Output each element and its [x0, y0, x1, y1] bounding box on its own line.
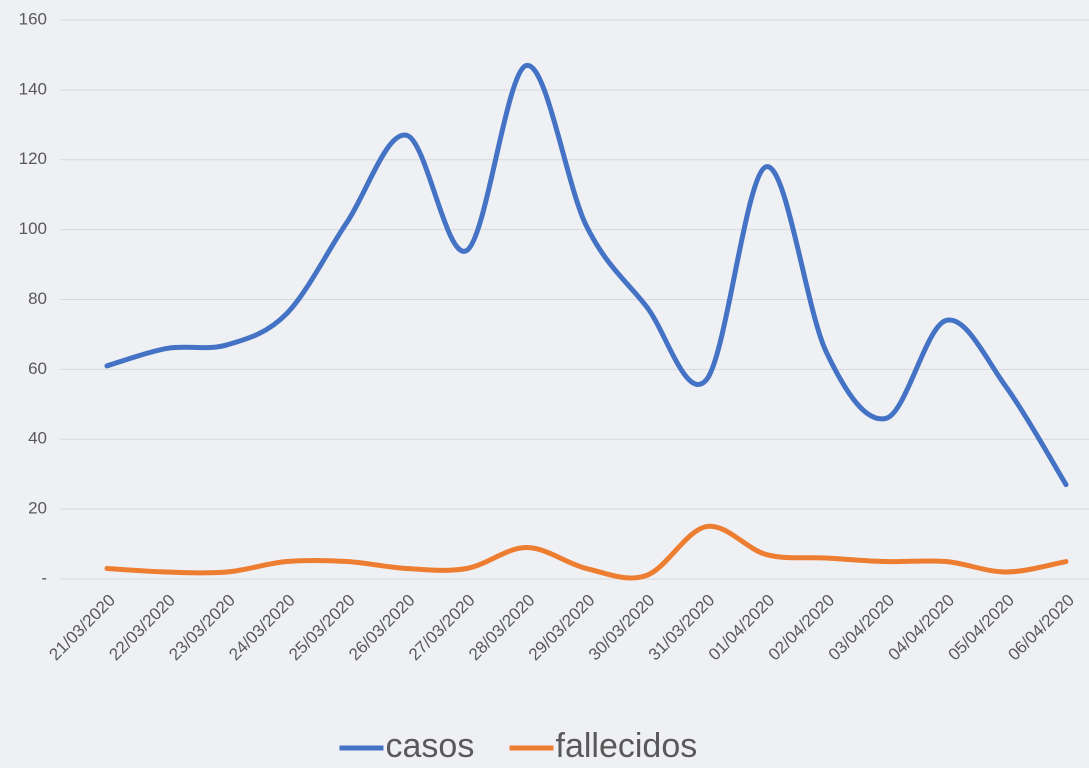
legend-label: fallecidos — [556, 727, 698, 765]
y-tick-label: 80 — [28, 289, 47, 308]
y-tick-label: 20 — [28, 499, 47, 518]
line — [104, 523, 1069, 581]
y-tick-label: 120 — [19, 149, 47, 168]
y-tick-label: 160 — [19, 9, 47, 28]
y-tick-label: 100 — [19, 219, 47, 238]
legend-label: casos — [386, 727, 475, 765]
y-tick-label: 60 — [28, 359, 47, 378]
line — [104, 62, 1069, 488]
y-tick-label: 40 — [28, 429, 47, 448]
y-tick-label: - — [41, 568, 47, 587]
y-tick-label: 140 — [19, 79, 47, 98]
